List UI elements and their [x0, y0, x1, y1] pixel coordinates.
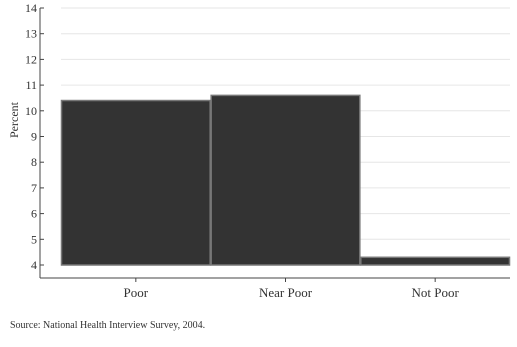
- y-tick-label: 4: [31, 258, 37, 272]
- source-note: Source: National Health Interview Survey…: [10, 320, 206, 331]
- y-tick-label: 13: [25, 27, 37, 41]
- axes: [39, 8, 510, 279]
- bar-poor: [60, 99, 211, 266]
- y-tick-label: 11: [25, 78, 37, 92]
- y-tick-label: 12: [25, 52, 37, 66]
- y-tick-label: 10: [25, 104, 37, 118]
- x-category-label: Poor: [124, 285, 149, 300]
- y-tick-label: 7: [31, 181, 37, 195]
- bar-near-poor: [210, 94, 361, 266]
- y-tick-label: 14: [25, 1, 37, 15]
- y-tick-label: 5: [31, 232, 37, 246]
- y-ticks: 4 5 6 7 8 9 10 11 12 13 14: [25, 1, 44, 272]
- bar-not-poor: [360, 256, 511, 266]
- bars: [60, 94, 511, 266]
- x-category-label: Near Poor: [259, 285, 313, 300]
- x-category-labels: Poor Near Poor Not Poor: [124, 278, 460, 300]
- y-tick-label: 9: [31, 130, 37, 144]
- y-tick-label: 6: [31, 207, 37, 221]
- x-category-label: Not Poor: [412, 285, 460, 300]
- y-tick-label: 8: [31, 155, 37, 169]
- y-axis-title: Percent: [7, 101, 21, 138]
